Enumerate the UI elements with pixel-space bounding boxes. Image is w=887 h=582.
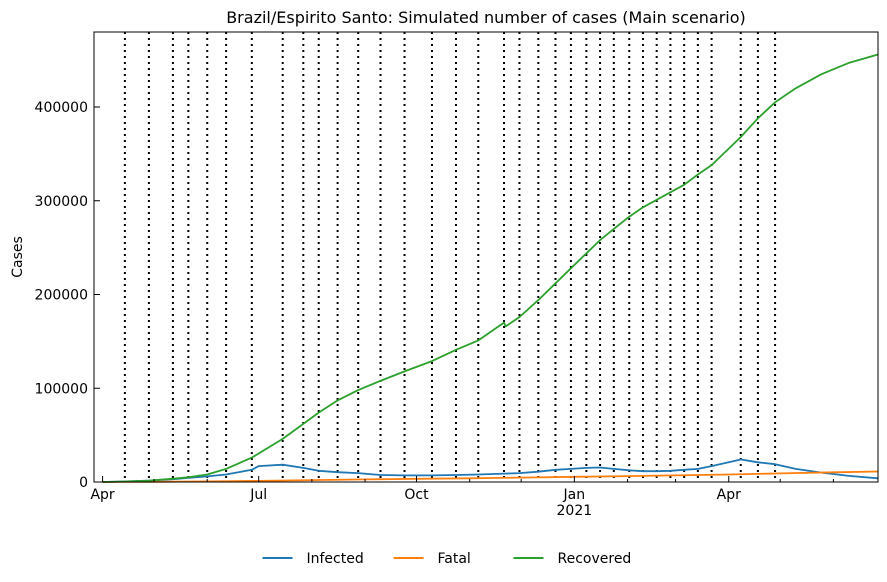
x-tick-label: Jul: [249, 487, 267, 503]
legend-label-infected: Infected: [307, 551, 364, 567]
x-tick-label: Oct: [404, 487, 429, 503]
x-tick-label: Apr: [717, 487, 741, 503]
y-tick-label: 100000: [35, 381, 88, 397]
legend-label-recovered: Recovered: [558, 551, 632, 567]
series-lines: [102, 53, 879, 483]
y-axis-label: Cases: [10, 236, 26, 278]
y-tick-label: 300000: [35, 194, 88, 210]
y-tick-label: 200000: [35, 288, 88, 304]
chart-title: Brazil/Espirito Santo: Simulated number …: [226, 8, 746, 27]
legend-label-fatal: Fatal: [438, 551, 471, 567]
series-line-infected: [102, 458, 879, 483]
y-tick-label: 400000: [35, 100, 88, 116]
series-line-recovered: [102, 53, 879, 483]
x-tick-label: Jan: [563, 487, 586, 503]
y-tick-label: 0: [79, 475, 88, 491]
plot-frame: [93, 31, 879, 483]
phase-change-lines: [123, 32, 777, 482]
x-tick-sublabel: 2021: [557, 503, 593, 519]
legend: Infected Fatal Recovered: [262, 551, 632, 567]
series-line-fatal: [102, 470, 879, 483]
axes: 0 100000 200000 300000 400000 Apr Jul Oct Jan202…: [35, 31, 879, 519]
x-tick-label: Apr: [90, 487, 114, 503]
